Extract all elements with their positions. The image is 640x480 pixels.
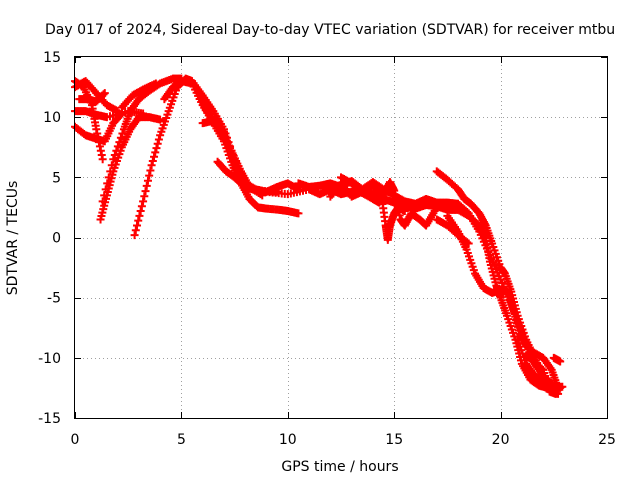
data-point [107, 161, 116, 170]
data-point [556, 357, 565, 366]
data-point [131, 226, 140, 235]
data-point [113, 142, 122, 151]
data-point [464, 239, 473, 248]
data-point [150, 152, 159, 161]
x-tick-label: 15 [385, 432, 403, 448]
data-point [152, 144, 161, 153]
data-point [551, 389, 560, 398]
data-point [558, 382, 567, 391]
data-point [229, 156, 238, 165]
data-point [116, 110, 125, 119]
data-point [537, 364, 546, 373]
y-tick-label: 10 [43, 110, 61, 126]
y-tick-label: 5 [52, 170, 61, 186]
data-points [71, 74, 567, 398]
data-point [106, 167, 115, 176]
series-track-19 [443, 211, 563, 392]
x-tick-label: 25 [598, 432, 616, 448]
data-point [142, 181, 151, 190]
data-point [146, 166, 155, 175]
data-point [463, 238, 472, 247]
series-track-5 [75, 89, 109, 106]
axis-ticks: 0 5 10 15 20 25 -15 -10 -5 0 5 10 15 [38, 50, 616, 448]
series-track-17 [337, 173, 439, 230]
series-track-22 [522, 351, 560, 398]
series-track-4 [71, 109, 126, 146]
data-point [98, 155, 107, 164]
data-point [98, 197, 107, 206]
chart-title: Day 017 of 2024, Sidereal Day-to-day VTE… [45, 22, 615, 38]
data-point [109, 155, 118, 164]
data-point [154, 135, 163, 144]
data-point [116, 133, 125, 142]
series-track-9 [130, 74, 303, 240]
data-point [136, 207, 145, 216]
data-point [134, 216, 143, 225]
data-point [100, 191, 109, 200]
series-track-20 [432, 215, 473, 248]
y-tick-label: -10 [38, 351, 61, 367]
data-point [115, 138, 124, 147]
series-track-6 [96, 113, 165, 224]
data-point [254, 186, 263, 195]
data-point [218, 126, 227, 135]
data-point [156, 115, 165, 124]
data-point [147, 161, 156, 170]
data-point [145, 171, 154, 180]
data-point [104, 173, 113, 182]
data-point [140, 192, 149, 201]
data-point [103, 179, 112, 188]
plot-frame [74, 56, 608, 419]
data-point [148, 157, 157, 166]
data-point [141, 187, 150, 196]
y-tick-label: -5 [47, 291, 61, 307]
data-point [101, 185, 110, 194]
data-point [130, 231, 139, 240]
data-point [137, 202, 146, 211]
series-track-16 [326, 179, 409, 244]
data-point [118, 129, 127, 138]
x-tick-label: 20 [492, 432, 510, 448]
data-point [153, 139, 162, 148]
data-point [430, 207, 439, 216]
data-point [139, 197, 148, 206]
data-point [151, 148, 160, 157]
y-axis-label: SDTVAR / TECUs [5, 181, 21, 296]
y-tick-label: 0 [52, 231, 61, 247]
series-track-11 [194, 89, 267, 200]
data-point [143, 176, 152, 185]
x-tick-label: 5 [177, 432, 186, 448]
data-point [294, 209, 303, 218]
data-point [151, 79, 160, 88]
x-axis-label: GPS time / hours [281, 459, 398, 475]
data-point [227, 151, 236, 160]
data-point [110, 150, 119, 159]
data-point [219, 127, 228, 136]
data-point [112, 146, 121, 155]
x-tick-label: 0 [71, 432, 80, 448]
data-point [223, 137, 231, 146]
y-tick-label: 15 [43, 50, 61, 66]
series-track-23 [549, 353, 565, 366]
y-tick-label: -15 [38, 411, 61, 427]
data-point [133, 221, 142, 230]
data-point [221, 132, 230, 141]
x-tick-label: 10 [279, 432, 297, 448]
series-track-8 [117, 79, 160, 112]
series-track-13 [213, 157, 263, 195]
data-point [99, 90, 108, 99]
data-point [224, 142, 233, 151]
data-point [100, 89, 109, 98]
data-point [226, 146, 235, 155]
data-point [135, 211, 144, 220]
